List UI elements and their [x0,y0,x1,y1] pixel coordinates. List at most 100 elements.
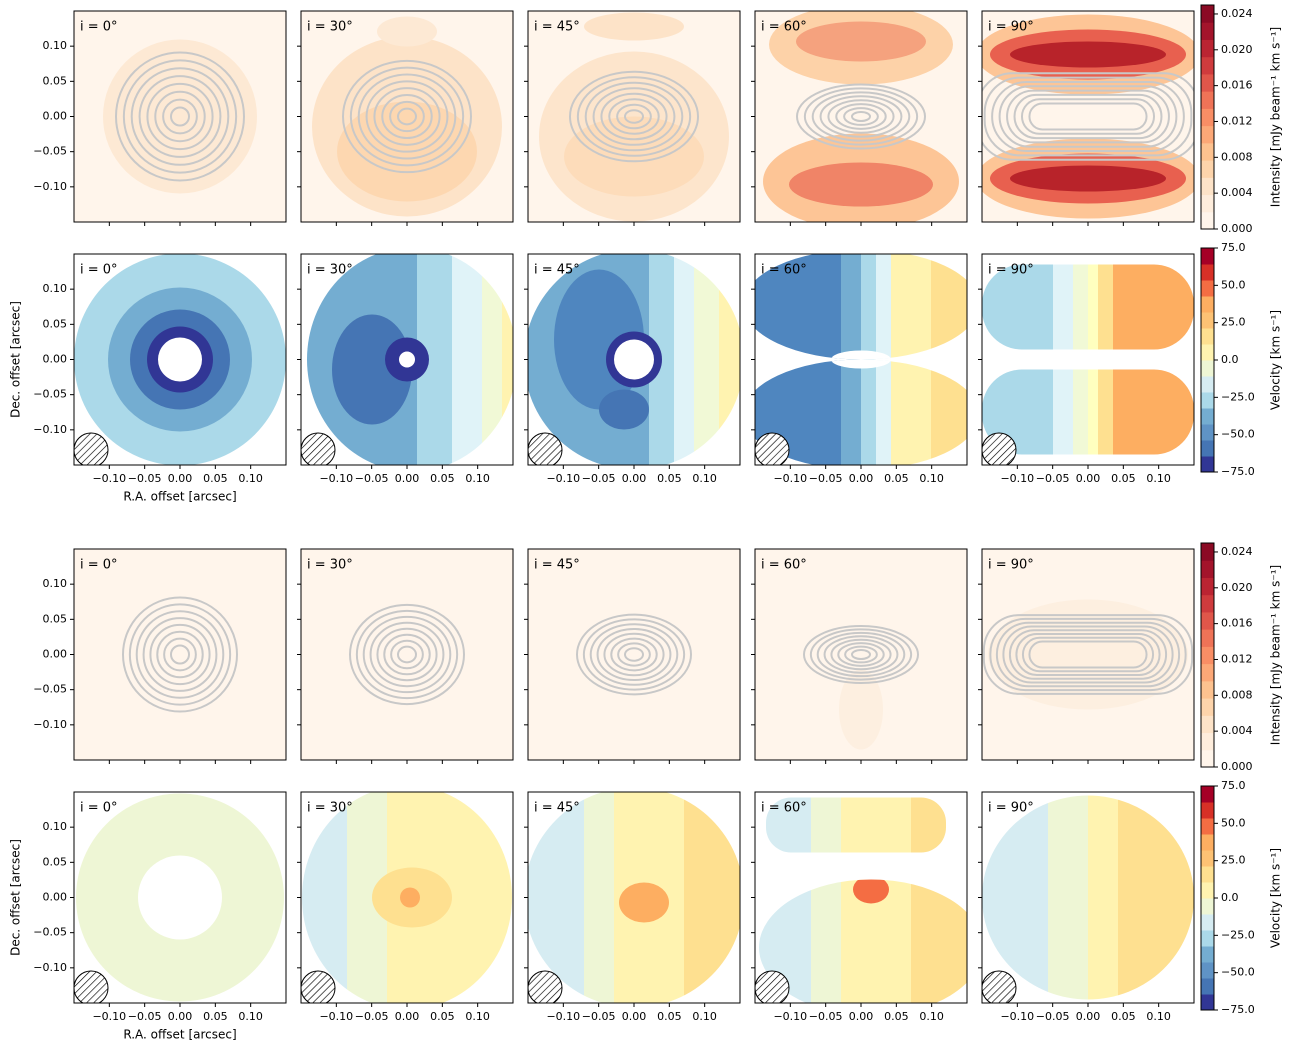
x-tick-label: 0.10 [919,472,944,485]
contour [582,618,686,691]
contour [610,637,658,672]
panel-label: i = 90° [988,801,1034,816]
velocity-band [861,254,876,465]
colorbar-tick-label: 0.012 [1221,114,1253,127]
contour [170,644,190,665]
x-tick-label: −0.05 [355,472,389,485]
colorbar-tick-label: 50.0 [1221,816,1246,829]
x-tick-label: −0.10 [319,1010,353,1023]
x-tick-label: 0.00 [1076,1010,1101,1023]
colorbar-band [1201,629,1214,647]
velocity-band [674,254,694,465]
velocity-spot [332,314,412,425]
x-tick-label: −0.05 [809,472,843,485]
panel-label: i = 0° [80,801,118,816]
colorbar-tick-label: 25.0 [1221,854,1246,867]
colorbar-band [1201,328,1214,345]
contour [616,103,652,130]
x-tick-label: 0.05 [1111,472,1136,485]
contour [170,106,190,127]
colorbar-band [1201,280,1214,297]
colorbar-tick-label: −75.0 [1221,465,1255,478]
contour [397,645,417,664]
velocity-band [1088,795,1118,1000]
contour [1013,93,1163,140]
beam [982,432,1017,465]
panel-label: i = 0° [80,558,118,573]
contour [122,59,238,174]
velocity-band [841,254,861,465]
map-background [528,549,740,760]
contour [390,639,424,670]
beam [528,432,563,465]
map [528,11,740,222]
emission [789,162,933,207]
x-tick-label: 0.00 [395,472,420,485]
colorbar-band [1201,786,1214,803]
map [755,254,967,465]
beam [982,970,1017,1003]
panel-label: i = 60° [761,801,807,816]
map [982,549,1194,760]
colorbar-band [1201,732,1214,751]
x-tick-label: 0.10 [238,472,263,485]
contour [816,631,906,678]
contour [995,621,1181,688]
velocity-band [1118,795,1194,1000]
colorbar-band [1201,594,1214,613]
colorbar-frame [1200,4,1215,230]
colorbar-tick-label: −25.0 [1221,390,1255,403]
colorbar-band [1201,73,1214,92]
x-tick-label: −0.10 [1000,1010,1034,1023]
velocity-band [1048,795,1088,1000]
contour [1002,625,1174,684]
x-tick-label: 0.10 [692,472,717,485]
map [982,11,1194,222]
y-tick-label: −0.05 [33,926,67,939]
x-tick-label: −0.05 [809,1010,843,1023]
panel-label: i = 60° [761,20,807,35]
x-tick-label: 0.10 [465,472,490,485]
velocity-field [74,254,286,465]
contour [1021,636,1155,673]
contour [835,103,887,130]
map-background [74,549,286,760]
colorbar-tick-label: 0.004 [1221,724,1253,737]
y-axis-label: Dec. offset [arcsec] [9,301,23,418]
velocity-field [302,792,512,1003]
x-tick-label: 0.10 [1146,1010,1171,1023]
y-tick-label: −0.05 [33,388,67,401]
colorbar-band [1201,663,1214,682]
x-tick-label: 0.05 [1111,1010,1136,1023]
colorbar-band [1201,39,1214,58]
map [755,11,967,222]
colorbar-tick-label: 0.008 [1221,688,1253,701]
contour [362,615,452,694]
contour [128,603,232,706]
contour [1008,629,1168,680]
contour [844,645,878,664]
y-tick-label: 0.05 [43,855,68,868]
panel-label: i = 30° [307,801,353,816]
colorbar-tick-label: 0.016 [1221,79,1253,92]
contour [851,649,871,660]
colorbar-band [1201,211,1214,230]
contour [803,625,919,684]
contour [349,66,465,167]
velocity-band [1088,264,1098,455]
y-tick-label: 0.00 [43,648,68,661]
contour [982,614,1194,695]
colorbar-label: Intensity [mJy beam⁻¹ km s⁻¹] [1269,27,1283,207]
x-tick-label: 0.00 [622,1010,647,1023]
contour [809,628,913,681]
velocity-band [482,254,502,465]
y-tick-label: 0.05 [43,612,68,625]
contour [365,80,449,153]
colorbar-band [1201,142,1214,161]
contour [349,603,465,706]
x-tick-label: 0.05 [430,1010,455,1023]
velocity-band [684,792,740,1003]
colorbar-band [1201,264,1214,281]
